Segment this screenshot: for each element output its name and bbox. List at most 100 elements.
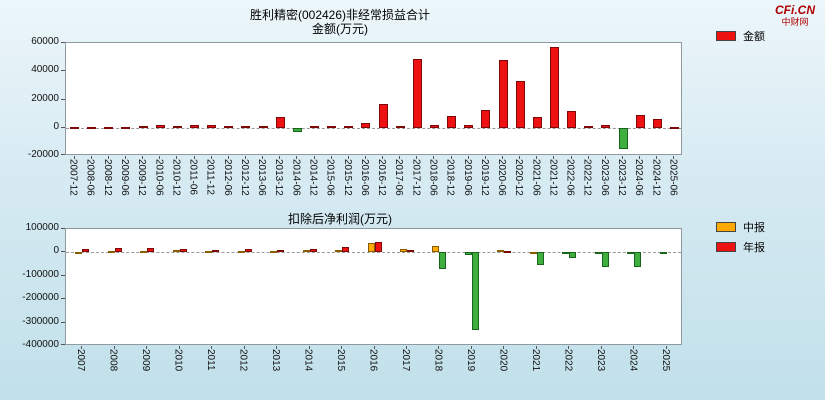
bar-金额-2008-06 — [87, 127, 96, 129]
bar-金额-2014-12 — [310, 125, 319, 128]
legend-item-annual: 年报 — [716, 239, 765, 255]
y-axis-tick-label: 40000 — [31, 64, 59, 76]
y-axis-tick-mark — [61, 154, 65, 155]
legend-swatch-annual — [716, 242, 736, 252]
y-axis-tick-label: -100000 — [22, 268, 59, 280]
x-axis-tick-label: 2014-12 — [307, 159, 319, 196]
y-axis-tick-mark — [61, 98, 65, 100]
x-axis-tick-mark — [467, 156, 469, 159]
bar-中报-2021 — [530, 251, 537, 254]
bar-中报-2015 — [335, 249, 342, 253]
y-axis-tick-mark — [61, 298, 65, 300]
x-axis-tick-label: 2017-06 — [393, 159, 405, 196]
x-axis-tick-label: 2019-12 — [478, 159, 490, 196]
y-axis-tick-mark — [61, 321, 65, 323]
x-axis-tick-mark — [107, 156, 109, 159]
top-chart-title: 胜利精密(002426)非经常损益合计 金额(万元) — [65, 8, 615, 36]
x-axis-tick-mark — [503, 346, 505, 349]
x-axis-tick-label: 2020-12 — [513, 159, 525, 196]
bar-金额-2008-12 — [104, 126, 113, 129]
bar-中报-2025 — [660, 252, 667, 255]
bar-金额-2009-06 — [121, 127, 130, 129]
x-axis-tick-label: 2024 — [627, 349, 639, 372]
bar-金额-2021-06 — [533, 116, 542, 128]
zero-gridline — [66, 252, 681, 254]
legend-label-annual: 年报 — [743, 242, 765, 254]
x-axis-tick-label: 2024-12 — [650, 159, 662, 196]
x-axis-tick-label: 2014-06 — [290, 159, 302, 196]
x-axis-tick-label: 2013-06 — [256, 159, 268, 196]
top-chart-plot-area — [65, 42, 682, 155]
x-axis-tick-mark — [399, 156, 401, 159]
x-axis-tick-label: 2022-12 — [581, 159, 593, 196]
x-axis-tick-label: 2011-06 — [187, 159, 199, 195]
x-axis-tick-label: 2012 — [237, 349, 249, 372]
bar-金额-2023-12 — [619, 127, 628, 149]
y-axis-tick-mark — [61, 274, 65, 276]
x-axis-tick-label: 2011 — [205, 349, 217, 371]
x-axis-tick-label: 2017 — [399, 349, 411, 372]
x-axis-tick-label: 2013 — [270, 349, 282, 372]
bar-金额-2011-12 — [207, 124, 216, 128]
bar-金额-2013-12 — [276, 117, 285, 128]
y-axis-tick-label: 0 — [53, 245, 59, 257]
x-axis-tick-label: 2020 — [497, 349, 509, 372]
x-axis-tick-label: 2011-12 — [204, 159, 216, 195]
x-axis-tick-mark — [553, 156, 555, 159]
x-axis-tick-mark — [433, 156, 435, 159]
x-axis-tick-mark — [519, 156, 521, 159]
x-axis-tick-label: 2012-12 — [238, 159, 250, 196]
bar-金额-2019-12 — [481, 109, 490, 128]
bar-金额-2021-12 — [550, 47, 559, 128]
x-axis-tick-mark — [373, 346, 375, 349]
bar-金额-2010-12 — [173, 126, 182, 129]
bar-中报-2017 — [400, 249, 407, 253]
y-axis-tick-label: 60000 — [31, 36, 59, 47]
bar-年报-2017 — [407, 250, 414, 253]
bar-金额-2022-12 — [584, 125, 593, 128]
x-axis-tick-label: 2025-06 — [667, 159, 679, 196]
y-axis-tick-label: 20000 — [31, 92, 59, 104]
bar-中报-2010 — [173, 250, 180, 253]
x-axis-tick-mark — [416, 156, 418, 159]
x-axis-tick-label: 2007-12 — [67, 159, 79, 196]
x-axis-tick-label: 2016-12 — [376, 159, 388, 196]
x-axis-tick-mark — [570, 156, 572, 159]
legend-swatch-amount — [716, 31, 736, 41]
x-axis-tick-label: 2025 — [659, 349, 671, 372]
y-axis-tick-mark — [61, 251, 65, 253]
x-axis-tick-mark — [124, 156, 126, 159]
x-axis-tick-mark — [639, 156, 641, 159]
bar-中报-2018 — [432, 246, 439, 253]
bar-金额-2010-06 — [156, 124, 165, 128]
x-axis-tick-label: 2016-06 — [358, 159, 370, 196]
bar-年报-2020 — [504, 251, 511, 254]
x-axis-tick-label: 2013-12 — [273, 159, 285, 196]
y-axis-tick-mark — [61, 344, 65, 345]
bar-金额-2015-12 — [344, 125, 353, 128]
x-axis-tick-mark — [382, 156, 384, 159]
bar-金额-2016-06 — [361, 123, 370, 128]
bar-金额-2012-12 — [241, 125, 250, 128]
bar-金额-2019-06 — [464, 124, 473, 128]
y-axis-tick-mark — [61, 228, 65, 229]
legend-label-amount: 金额 — [743, 31, 765, 43]
x-axis-tick-label: 2017-12 — [410, 159, 422, 196]
bar-金额-2014-06 — [293, 127, 302, 132]
x-axis-tick-mark — [568, 346, 570, 349]
x-axis-tick-mark — [438, 346, 440, 349]
bar-金额-2007-12 — [70, 126, 79, 129]
x-axis-tick-mark — [502, 156, 504, 159]
x-axis-tick-mark — [673, 156, 675, 159]
x-axis-tick-label: 2008 — [107, 349, 119, 372]
bar-金额-2013-06 — [259, 125, 268, 128]
bar-金额-2023-06 — [601, 124, 610, 128]
bar-年报-2016 — [375, 242, 382, 253]
x-axis-tick-mark — [308, 346, 310, 349]
x-axis-tick-mark — [600, 346, 602, 349]
y-axis-tick-mark — [61, 42, 65, 43]
x-axis-tick-mark — [276, 346, 278, 349]
x-axis-tick-mark — [633, 346, 635, 349]
x-axis-tick-mark — [656, 156, 658, 159]
